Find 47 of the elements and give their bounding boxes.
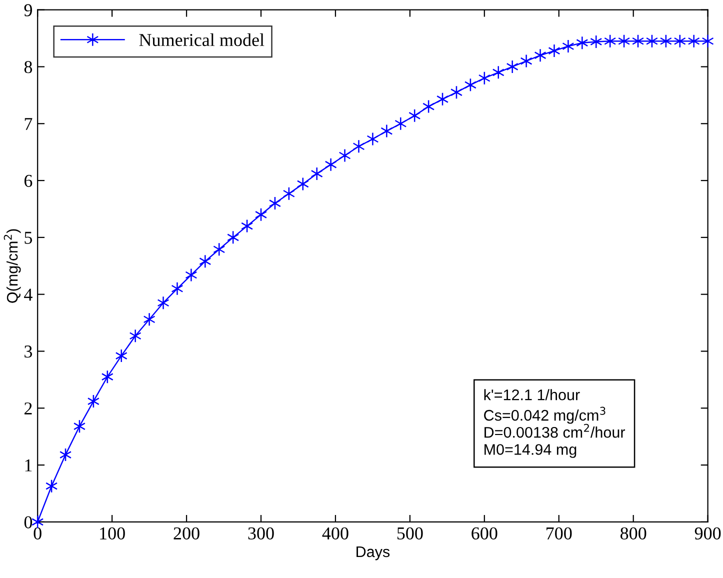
point	[394, 116, 407, 131]
legend-label: Numerical model	[139, 33, 264, 46]
point	[520, 54, 532, 68]
point	[324, 158, 337, 172]
point	[702, 34, 714, 48]
y-tick-label: 2	[24, 402, 32, 414]
point	[171, 282, 184, 296]
point	[534, 48, 546, 62]
x-tick-label: 100	[100, 527, 125, 540]
y-tick-label: 4	[24, 288, 32, 301]
point	[338, 148, 351, 162]
y-tick-label: 3	[24, 346, 32, 358]
point	[129, 328, 142, 343]
point	[115, 348, 128, 363]
point	[310, 166, 323, 181]
point	[143, 312, 156, 326]
point	[199, 254, 212, 268]
x-tick-label: 600	[472, 527, 498, 540]
point	[185, 268, 198, 282]
x-tick-label: 500	[397, 527, 423, 540]
point	[352, 140, 365, 154]
x-tick-label: 300	[248, 527, 274, 540]
x-tick-label: 200	[174, 527, 200, 540]
point	[688, 34, 700, 48]
point	[548, 44, 560, 58]
y-tick-label: 9	[24, 4, 32, 16]
x-tick-label: 900	[694, 527, 721, 540]
point	[157, 296, 170, 310]
point	[506, 60, 518, 74]
point	[380, 124, 393, 138]
point	[366, 132, 379, 146]
point	[492, 66, 504, 80]
point	[576, 36, 588, 50]
y-tick-label: 7	[24, 118, 32, 130]
x-axis-title: Days	[356, 546, 390, 560]
x-tick-label: 700	[546, 527, 572, 540]
y-tick-label: 1	[25, 459, 32, 472]
y-tick-label: 0	[24, 516, 32, 528]
x-tick-label: 400	[322, 527, 348, 540]
y-tick-label: 8	[24, 60, 32, 74]
y-axis-title: Q(mg/cm$^{2}$)	[4, 229, 21, 303]
text: k'=12.1 1/hour Cs=0.042 mg/cm$^{3}$ D=0.00138 cm$^{2}$/hour M0=14.94 mg	[484, 389, 626, 458]
x-tick-label: 0	[34, 527, 42, 540]
point	[562, 39, 574, 54]
y-tick-label: 5	[24, 232, 32, 244]
y-tick-label: 6	[24, 174, 32, 187]
x-tick-label: 800	[620, 527, 646, 540]
